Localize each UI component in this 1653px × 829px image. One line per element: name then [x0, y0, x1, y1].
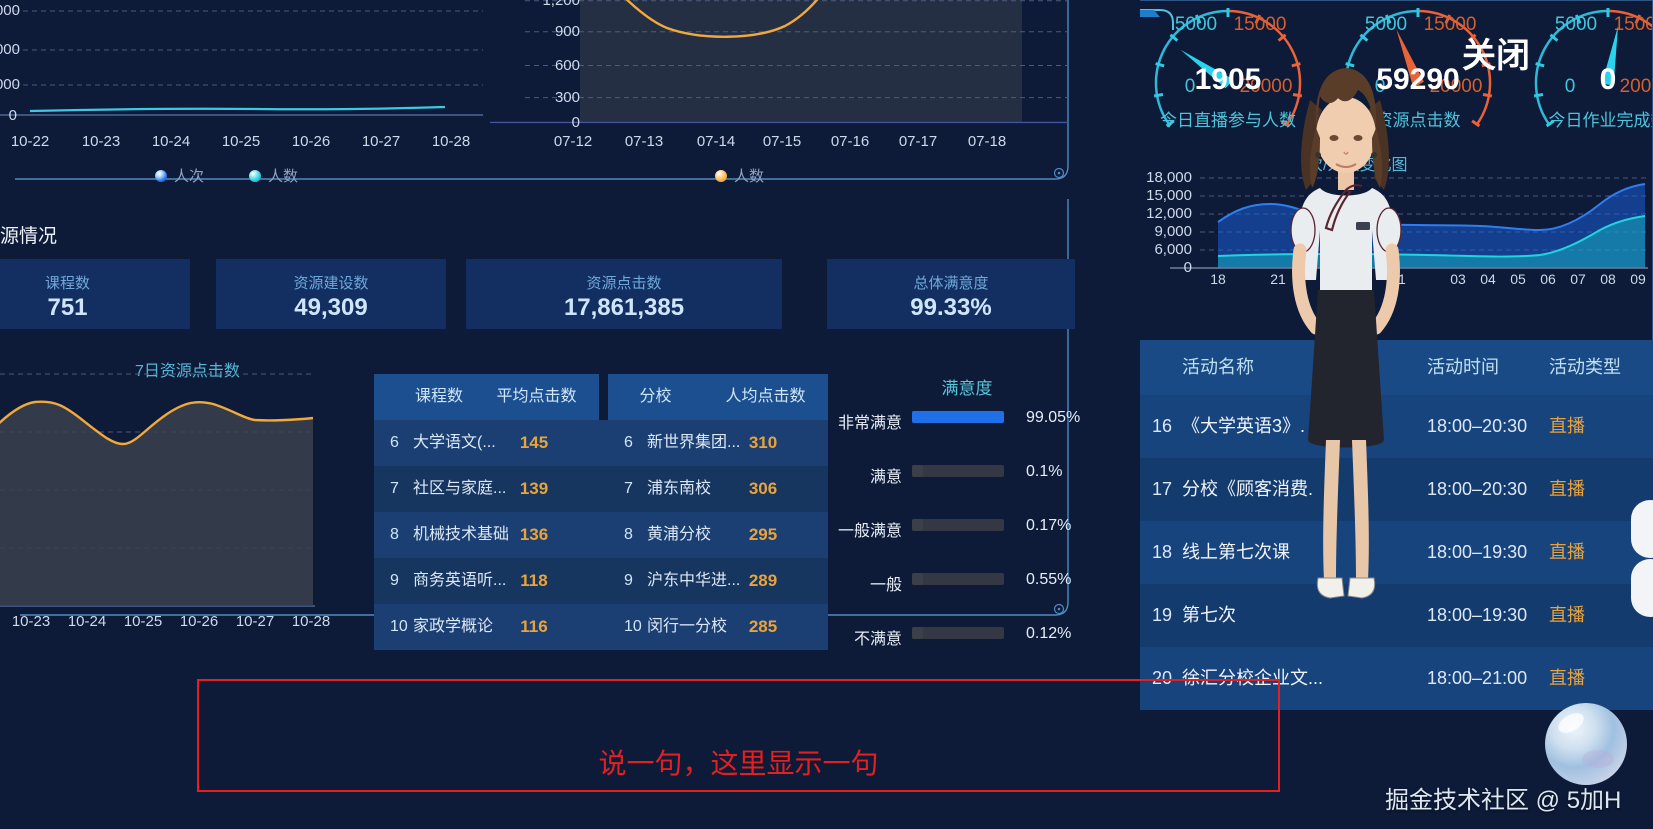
svg-text:10-23: 10-23: [82, 133, 120, 150]
svg-text:10-27: 10-27: [362, 133, 400, 150]
svg-text:10-27: 10-27: [236, 613, 274, 630]
svg-text:10-25: 10-25: [124, 613, 162, 630]
svg-text:人次: 人次: [174, 168, 204, 185]
svg-text:9,000: 9,000: [1154, 223, 1192, 240]
svg-text:18: 18: [1210, 271, 1226, 287]
svg-text:06: 06: [1540, 271, 1556, 287]
svg-text:10-26: 10-26: [292, 133, 330, 150]
svg-text:07-18: 07-18: [968, 133, 1006, 150]
svg-text:04: 04: [1480, 271, 1496, 287]
svg-text:18,000: 18,000: [1146, 169, 1192, 186]
svg-text:0: 0: [1184, 259, 1192, 276]
svg-text:07: 07: [1570, 271, 1586, 287]
svg-text:10-24: 10-24: [68, 613, 106, 630]
svg-text:000: 000: [0, 2, 20, 19]
svg-text:03: 03: [1450, 271, 1466, 287]
svg-text:0: 0: [9, 107, 17, 124]
svg-text:07-13: 07-13: [625, 133, 663, 150]
svg-text:000: 000: [0, 76, 20, 93]
svg-text:300: 300: [555, 89, 580, 106]
svg-text:000: 000: [0, 41, 20, 58]
svg-text:07-16: 07-16: [831, 133, 869, 150]
svg-text:人数: 人数: [268, 168, 298, 185]
svg-text:07-12: 07-12: [554, 133, 592, 150]
svg-text:600: 600: [555, 57, 580, 74]
svg-text:10-26: 10-26: [180, 613, 218, 630]
svg-text:08: 08: [1600, 271, 1616, 287]
svg-text:07-17: 07-17: [899, 133, 937, 150]
svg-text:10-22: 10-22: [11, 133, 49, 150]
svg-text:6,000: 6,000: [1154, 241, 1192, 258]
svg-text:900: 900: [555, 23, 580, 40]
svg-text:07-15: 07-15: [763, 133, 801, 150]
svg-text:10-28: 10-28: [432, 133, 470, 150]
svg-text:10-23: 10-23: [12, 613, 50, 630]
svg-text:05: 05: [1510, 271, 1526, 287]
svg-text:09: 09: [1630, 271, 1646, 287]
svg-text:10-25: 10-25: [222, 133, 260, 150]
svg-text:10-28: 10-28: [292, 613, 330, 630]
svg-text:人数: 人数: [734, 168, 764, 185]
svg-text:07-14: 07-14: [697, 133, 735, 150]
svg-text:1,200: 1,200: [542, 0, 580, 9]
svg-text:15,000: 15,000: [1146, 187, 1192, 204]
svg-text:10-24: 10-24: [152, 133, 190, 150]
svg-text:0: 0: [572, 114, 580, 131]
svg-text:12,000: 12,000: [1146, 205, 1192, 222]
